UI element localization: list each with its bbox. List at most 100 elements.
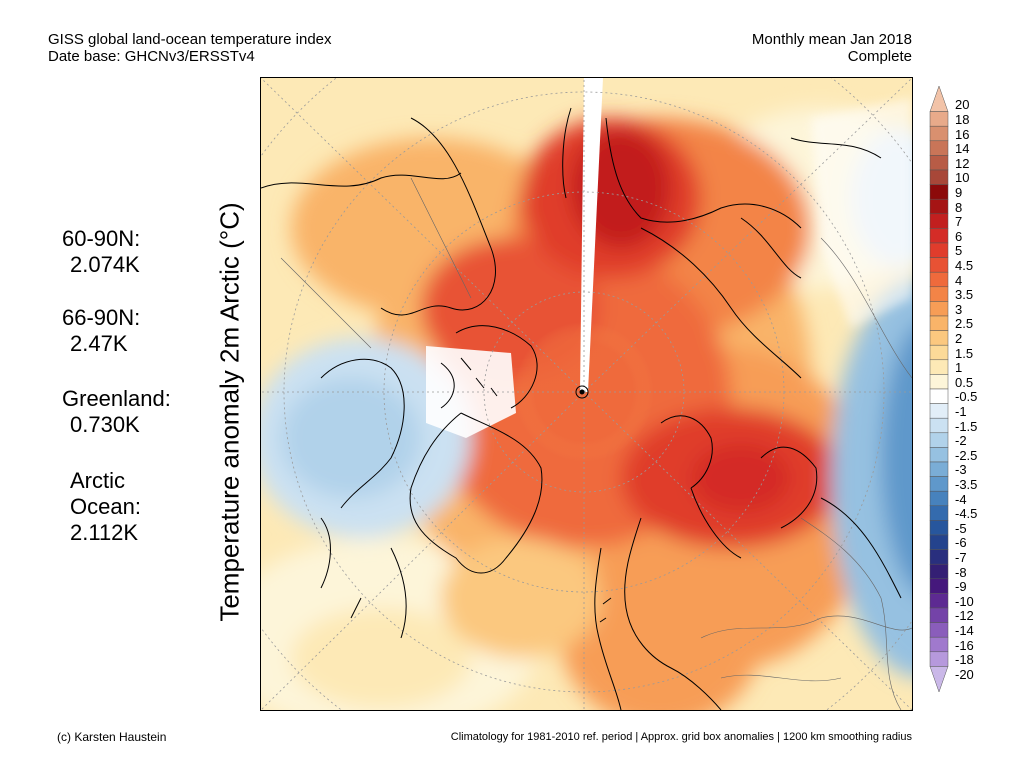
colorbar-cell bbox=[929, 242, 949, 258]
colorbar-cell bbox=[929, 403, 949, 419]
colorbar-cell bbox=[929, 184, 949, 200]
colorbar-tick-label: -2 bbox=[955, 433, 967, 449]
colorbar-cell bbox=[929, 271, 949, 288]
header-left: GISS global land-ocean temperature index… bbox=[48, 31, 332, 65]
colorbar-cell bbox=[929, 578, 949, 594]
colorbar-cell bbox=[929, 549, 949, 565]
colorbar-cell bbox=[929, 198, 949, 215]
colorbar-tick-label: 16 bbox=[955, 126, 970, 142]
colorbar-tick-label: -0.5 bbox=[955, 389, 978, 405]
colorbar-tick-label: 8 bbox=[955, 199, 963, 215]
colorbar-cell bbox=[929, 534, 949, 550]
colorbar-tick-label: 4 bbox=[955, 272, 963, 288]
copyright: (c) Karsten Haustein bbox=[57, 730, 167, 744]
colorbar-cell bbox=[929, 461, 949, 477]
graticule bbox=[261, 78, 912, 710]
colorbar-cell bbox=[929, 125, 949, 142]
colorbar-tick-label: 4.5 bbox=[955, 257, 974, 273]
stat-arctic-ocean: Arctic Ocean: 2.112K bbox=[70, 468, 141, 546]
colorbar-cell bbox=[929, 666, 949, 693]
colorbar-tick-label: -6 bbox=[955, 535, 967, 551]
stat-label-line1: Arctic bbox=[70, 468, 125, 493]
period-title: Monthly mean Jan 2018 bbox=[751, 31, 912, 48]
colorbar-cell bbox=[929, 490, 949, 507]
colorbar-tick-label: 2 bbox=[955, 330, 963, 346]
colorbar-cell bbox=[929, 417, 949, 434]
stat-value: 2.47K bbox=[70, 331, 128, 356]
country-borders bbox=[280, 177, 912, 710]
stat-66-90n: 66-90N: 2.47K bbox=[62, 305, 140, 357]
colorbar-cell bbox=[929, 388, 949, 404]
colorbar-cell bbox=[929, 374, 949, 390]
colorbar-tick-label: -4.5 bbox=[955, 506, 978, 522]
stat-greenland: Greenland: 0.730K bbox=[62, 386, 171, 438]
colorbar-cell bbox=[929, 257, 949, 273]
no-data-patch bbox=[426, 346, 516, 438]
colorbar-tick-label: 14 bbox=[955, 141, 970, 157]
colorbar-tick-label: 20 bbox=[955, 97, 970, 113]
colorbar-cell bbox=[929, 432, 949, 448]
colorbar-tick-label: -20 bbox=[955, 666, 974, 682]
colorbar-cell bbox=[929, 593, 949, 609]
colorbar-tick-label: 5 bbox=[955, 243, 963, 259]
colorbar-tick-label: -16 bbox=[955, 637, 974, 653]
stat-value: 0.730K bbox=[70, 412, 140, 437]
data-base: Date base: GHCNv3/ERSSTv4 bbox=[48, 48, 255, 65]
colorbar-tick-label: 2.5 bbox=[955, 316, 974, 332]
colorbar-tick-label: -12 bbox=[955, 608, 974, 624]
colorbar-tick-label: -10 bbox=[955, 593, 974, 609]
stat-value: 2.074K bbox=[70, 252, 140, 277]
stat-label: 66-90N: bbox=[62, 305, 141, 330]
colorbar-tick-label: 0.5 bbox=[955, 374, 974, 390]
colorbar-cell bbox=[929, 286, 949, 302]
colorbar-tick-label: 1.5 bbox=[955, 345, 974, 361]
stat-label: 60-90N: bbox=[62, 226, 141, 251]
colorbar-cell bbox=[929, 169, 949, 185]
stat-label: Greenland: bbox=[62, 386, 171, 411]
colorbar-tick-label: 6 bbox=[955, 228, 963, 244]
colorbar-tick-label: -9 bbox=[955, 579, 967, 595]
colorbar-tick-label: -5 bbox=[955, 520, 967, 536]
colorbar-tick-label: 3 bbox=[955, 301, 963, 317]
coastlines bbox=[261, 107, 902, 710]
colorbar-tick-label: 12 bbox=[955, 155, 970, 171]
colorbar-tick-label: -3 bbox=[955, 462, 967, 478]
colorbar-tick-label: -1.5 bbox=[955, 418, 978, 434]
stat-value: 2.112K bbox=[70, 520, 139, 545]
completeness: Complete bbox=[847, 48, 912, 65]
colorbar-tick-label: -18 bbox=[955, 652, 974, 668]
colorbar-cell bbox=[929, 301, 949, 317]
colorbar-tick-label: -4 bbox=[955, 491, 967, 507]
colorbar-cell bbox=[929, 359, 949, 375]
colorbar-tick-label: -8 bbox=[955, 564, 967, 580]
colorbar-tick-label: -14 bbox=[955, 622, 974, 638]
colorbar-cell bbox=[929, 520, 949, 536]
arctic-map bbox=[260, 77, 913, 711]
colorbar-cell bbox=[929, 330, 949, 346]
colorbar-cell bbox=[929, 622, 949, 638]
colorbar-cell bbox=[929, 344, 949, 361]
colorbar-cell bbox=[929, 607, 949, 623]
climatology-note: Climatology for 1981-2010 ref. period | … bbox=[450, 731, 912, 743]
colorbar-cell bbox=[929, 476, 949, 492]
colorbar-cell bbox=[929, 213, 949, 229]
colorbar-tick-label: -7 bbox=[955, 549, 967, 565]
colorbar-cell bbox=[929, 651, 949, 667]
colorbar-cell bbox=[929, 315, 949, 331]
colorbar-cell bbox=[929, 636, 949, 653]
colorbar-tick-label: 9 bbox=[955, 184, 963, 200]
colorbar-tick-label: -2.5 bbox=[955, 447, 978, 463]
header-right: Monthly mean Jan 2018 Complete bbox=[752, 31, 912, 65]
colorbar-tick-label: 3.5 bbox=[955, 287, 974, 303]
dataset-title: GISS global land-ocean temperature index bbox=[48, 31, 332, 48]
colorbar-tick-label: 10 bbox=[955, 170, 970, 186]
no-data-wedge bbox=[580, 78, 603, 392]
colorbar-cell bbox=[929, 447, 949, 463]
map-canvas bbox=[261, 78, 912, 710]
colorbar-cell bbox=[929, 111, 949, 127]
colorbar-cell bbox=[929, 85, 949, 112]
colorbar-tick-label: 7 bbox=[955, 214, 963, 230]
colorbar-cell bbox=[929, 155, 949, 171]
colorbar-cell bbox=[929, 563, 949, 580]
colorbar-tick-label: 18 bbox=[955, 111, 970, 127]
